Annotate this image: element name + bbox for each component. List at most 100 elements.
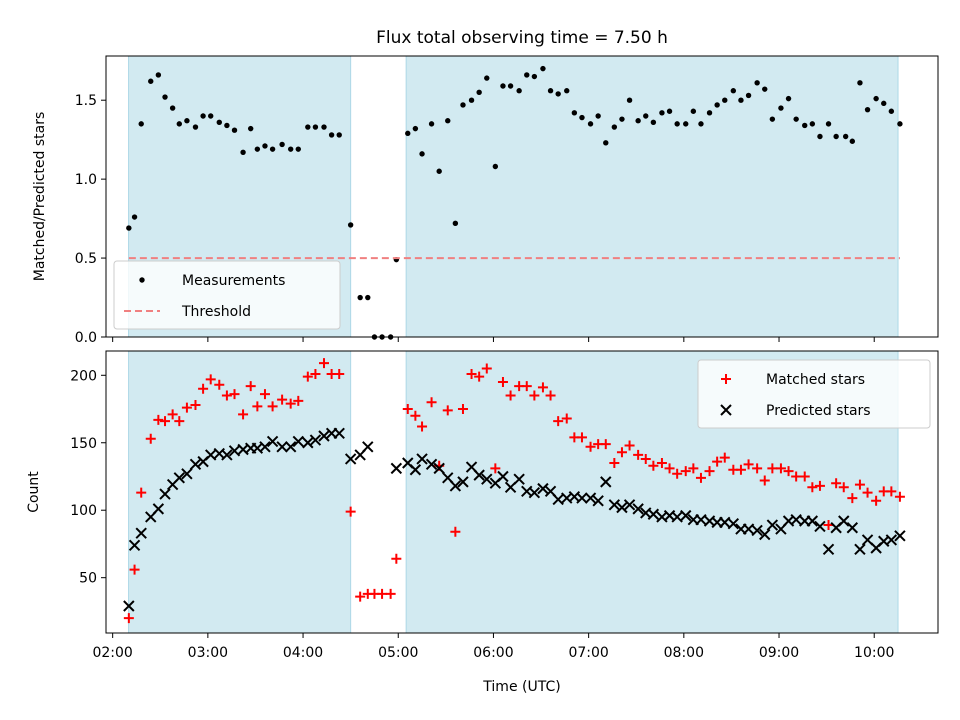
data-point: [540, 65, 546, 72]
data-point: [754, 80, 760, 86]
data-point: [184, 118, 190, 124]
data-point: [683, 121, 689, 127]
data-point: [412, 125, 419, 132]
y-tick-label: 150: [70, 436, 97, 452]
series-matched-stars: [123, 358, 905, 624]
data-point: [704, 466, 715, 477]
data-point: [521, 381, 532, 392]
data-point: [553, 416, 564, 427]
y-tick-label: 1.0: [75, 172, 97, 188]
data-point: [190, 399, 201, 410]
data-point: [537, 382, 548, 393]
data-point: [189, 458, 202, 471]
data-point: [775, 463, 786, 474]
data-point: [672, 468, 683, 479]
data-point: [240, 149, 246, 155]
data-point: [579, 114, 585, 121]
data-point: [680, 466, 691, 477]
data-point: [490, 463, 501, 474]
legend-box: [697, 359, 931, 429]
data-point: [624, 440, 635, 451]
data-point: [633, 449, 644, 460]
data-point: [838, 515, 850, 527]
data-point: [766, 519, 779, 531]
data-point: [436, 168, 442, 174]
data-point: [167, 409, 178, 420]
shaded-interval-1: [405, 55, 899, 338]
data-point: [505, 390, 516, 401]
data-point: [247, 125, 254, 132]
data-point: [176, 121, 182, 127]
data-point: [129, 564, 140, 575]
x-tick-label: 04:00: [283, 645, 323, 661]
data-point: [336, 132, 342, 138]
data-point: [136, 487, 147, 498]
data-point: [148, 78, 154, 84]
data-point: [587, 121, 594, 127]
data-point: [531, 73, 538, 80]
data-point: [344, 453, 357, 465]
data-point: [500, 83, 506, 89]
x-tick-label: 05:00: [378, 645, 418, 661]
data-point: [640, 453, 651, 464]
data-point: [169, 105, 176, 111]
data-point: [287, 146, 294, 152]
data-point: [735, 464, 746, 475]
data-point: [419, 151, 425, 157]
legend-box: [113, 260, 341, 330]
data-point: [449, 480, 462, 492]
x-tick-label: 03:00: [188, 645, 228, 661]
data-point: [529, 390, 540, 401]
data-point: [695, 472, 706, 483]
data-point: [214, 379, 225, 390]
data-point: [842, 133, 849, 140]
data-point: [357, 294, 363, 301]
data-point: [231, 127, 238, 133]
data-point: [743, 459, 754, 470]
y-tick-label: 0.0: [75, 330, 97, 346]
legend: Measurements Threshold: [113, 260, 341, 330]
data-point: [302, 437, 314, 449]
data-point: [888, 108, 895, 114]
data-point: [576, 432, 587, 443]
legend-label: Matched stars: [766, 372, 865, 388]
data-point: [328, 132, 335, 138]
data-point: [571, 110, 578, 116]
data-point: [524, 72, 530, 78]
data-point: [238, 409, 249, 420]
data-point: [259, 441, 271, 453]
data-point: [259, 389, 270, 400]
data-point: [584, 492, 597, 504]
data-point: [623, 499, 636, 511]
data-point: [854, 543, 866, 556]
data-point: [626, 97, 633, 103]
data-point: [181, 468, 193, 480]
data-point: [468, 97, 475, 103]
data-point: [611, 124, 618, 130]
data-point: [854, 479, 865, 490]
data-point: [450, 526, 461, 537]
data-point: [410, 410, 421, 421]
data-point: [208, 113, 214, 119]
data-point: [205, 374, 216, 385]
data-point: [659, 110, 665, 116]
data-point: [466, 368, 477, 379]
data-point: [576, 492, 588, 504]
data-point: [814, 480, 825, 491]
data-point: [476, 89, 482, 96]
legend-label: Measurements: [182, 273, 285, 289]
data-point: [405, 130, 411, 137]
data-point: [457, 476, 469, 488]
data-point: [762, 86, 768, 92]
data-point: [285, 398, 296, 409]
data-point: [309, 434, 322, 446]
data-point: [365, 294, 371, 301]
data-point: [857, 80, 863, 86]
data-point: [152, 503, 165, 515]
data-point: [537, 482, 549, 495]
data-point: [833, 133, 839, 140]
legend: Matched stars Predicted stars: [697, 359, 931, 429]
data-point: [831, 478, 842, 489]
data-point: [295, 146, 301, 152]
data-point: [759, 528, 771, 541]
